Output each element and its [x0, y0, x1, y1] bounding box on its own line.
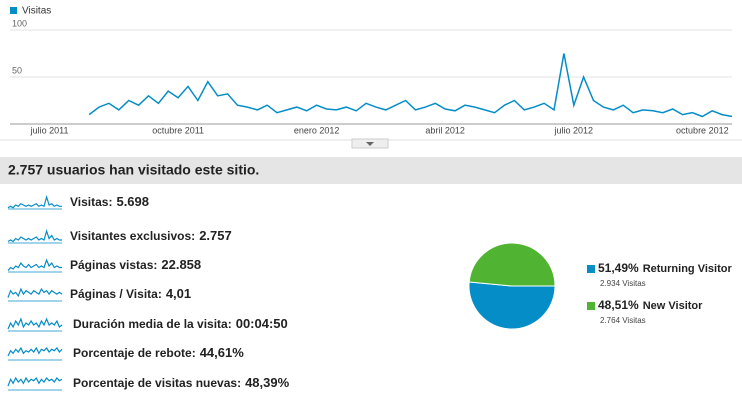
x-tick-label: enero 2012: [294, 125, 340, 135]
metric-value: 48,39%: [245, 375, 290, 390]
pie-sublabel: 2.764 Visitas: [600, 316, 646, 325]
legend-swatch: [587, 302, 595, 310]
metric-label: Visitantes exclusivos:: [70, 229, 195, 243]
metric-value: 22.858: [161, 257, 201, 272]
x-tick-label: abril 2012: [425, 125, 465, 135]
metric: Duración media de la visita: 00:04:50: [73, 316, 288, 331]
x-tick-label: octubre 2012: [676, 125, 729, 135]
metric-label: Porcentaje de visitas nuevas:: [73, 376, 241, 390]
pie-category: Returning Visitor: [643, 263, 733, 275]
pie-value-label: 51,49%: [598, 261, 639, 275]
legend-label: 48,51% New Visitor: [598, 298, 703, 312]
sparkline: [7, 376, 63, 387]
metric: Porcentaje de rebote: 44,61%: [73, 345, 244, 360]
sparkline: [7, 317, 63, 330]
metric: Páginas / Visita: 4,01: [70, 286, 191, 301]
summary: 2.757 usuarios han visitado este sitio.: [8, 162, 259, 178]
metric-label: Porcentaje de rebote:: [73, 346, 196, 360]
x-tick-label: octubre 2011: [152, 125, 204, 135]
sparkline: [7, 346, 63, 357]
metric: Páginas vistas: 22.858: [70, 257, 201, 272]
metric-label: Páginas vistas:: [70, 258, 157, 272]
sparkline: [7, 287, 63, 298]
sparkline: [7, 194, 62, 209]
pie-slice: [468, 281, 556, 330]
metric-label: Duración media de la visita:: [73, 317, 232, 331]
metric-value: 5.698: [116, 194, 149, 209]
x-tick-label: julio 2011: [30, 125, 69, 135]
metric-label: Visitas:: [70, 195, 112, 209]
y-tick-label: 100: [12, 18, 27, 28]
sparkline: [7, 258, 62, 271]
metric-label: Páginas / Visita:: [70, 287, 162, 301]
pie-value-label: 48,51%: [598, 298, 639, 312]
legend-swatch: [10, 7, 17, 14]
summary-band: [0, 157, 742, 184]
metric-value: 44,61%: [200, 345, 245, 360]
metric-value: 00:04:50: [236, 316, 288, 331]
line-series: [88, 53, 733, 118]
metric: Visitantes exclusivos: 2.757: [70, 228, 232, 243]
legend-swatch: [587, 265, 595, 273]
pie-sublabel: 2.934 Visitas: [600, 279, 646, 288]
metric: Porcentaje de visitas nuevas: 48,39%: [73, 375, 290, 390]
metric-value: 2.757: [199, 228, 232, 243]
pie-slice: [468, 242, 556, 287]
x-tick-label: julio 2012: [553, 125, 593, 135]
sparkline: [7, 228, 62, 243]
expand-arrow: [366, 142, 374, 146]
y-tick-label: 50: [12, 65, 22, 75]
legend-label: 51,49% Returning Visitor: [598, 261, 732, 275]
pie-category: New Visitor: [643, 300, 703, 312]
metric-value: 4,01: [166, 286, 191, 301]
legend-label: Visitas: [22, 6, 51, 17]
metric: Visitas: 5.698: [70, 194, 149, 209]
